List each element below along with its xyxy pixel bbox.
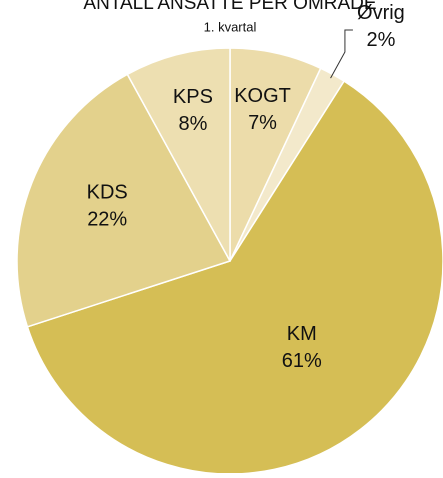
slice-value-label: 2%	[366, 29, 395, 51]
slice-label: KM	[287, 323, 317, 345]
slice-label: KOGT	[234, 85, 291, 107]
chart-subtitle: 1. kvartal	[204, 19, 257, 34]
slice-value-label: 22%	[87, 209, 127, 231]
chart-title: ANTALL ANSATTE PER OMRÅDE	[83, 0, 376, 14]
slice-value-label: 8%	[178, 113, 207, 135]
slice-label: KDS	[87, 182, 128, 204]
slice-value-label: 7%	[248, 112, 277, 134]
pie-slice	[126, 47, 231, 262]
slice-value-label: 61%	[282, 350, 322, 372]
slice-label: Øvrig	[357, 2, 405, 24]
slice-label: KPS	[173, 86, 213, 108]
pie-slice	[26, 80, 443, 475]
leader-line	[330, 29, 353, 79]
pie-slice	[16, 73, 232, 328]
